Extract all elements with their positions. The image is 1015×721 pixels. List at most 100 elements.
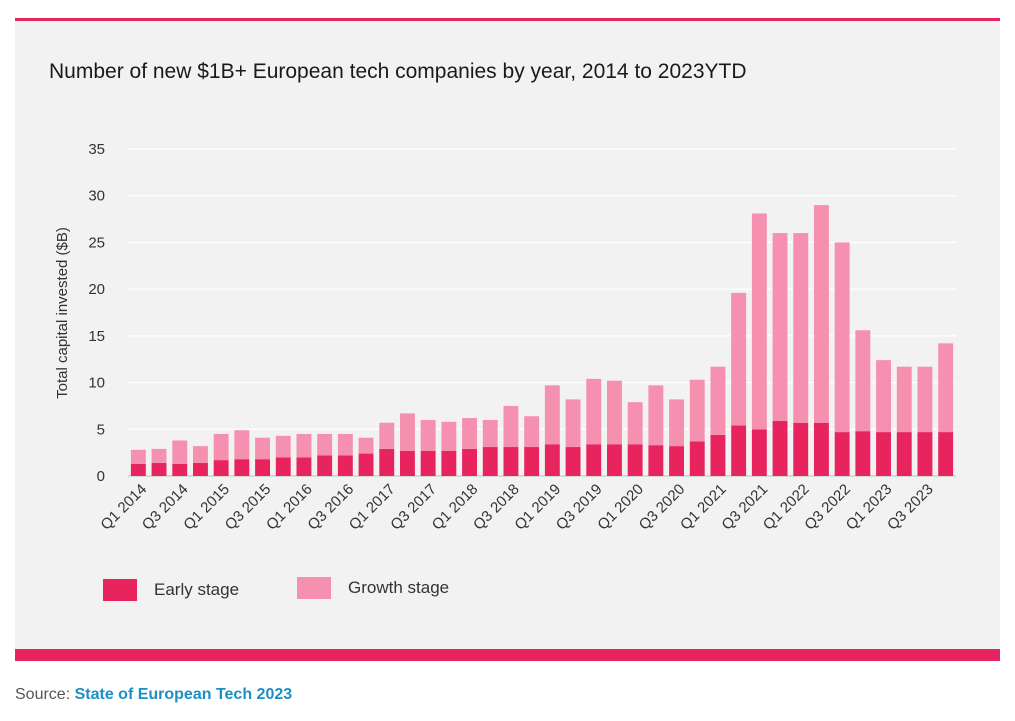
bar-growth-stage bbox=[731, 292, 747, 426]
bar-early-stage bbox=[358, 453, 374, 476]
bottom-accent-rule bbox=[15, 649, 1000, 661]
bar-growth-stage bbox=[130, 449, 146, 464]
bar-early-stage bbox=[275, 457, 291, 476]
bar-growth-stage bbox=[834, 242, 850, 433]
y-axis-ticks: 0 5 10 15 20 25 30 35 bbox=[88, 141, 105, 485]
bar-early-stage bbox=[586, 444, 602, 476]
bar-early-stage bbox=[462, 448, 478, 476]
y-tick-label: 35 bbox=[88, 141, 105, 158]
legend-label-early: Early stage bbox=[154, 580, 240, 599]
chart-title: Number of new $1B+ European tech compani… bbox=[49, 60, 747, 83]
bar-growth-stage bbox=[648, 385, 664, 446]
bar-early-stage bbox=[627, 444, 643, 476]
bar-growth-stage bbox=[462, 418, 478, 449]
bar-early-stage bbox=[441, 450, 457, 476]
bar-early-stage bbox=[192, 462, 208, 476]
bar-early-stage bbox=[938, 432, 954, 476]
bar-growth-stage bbox=[358, 437, 374, 454]
bar-early-stage bbox=[606, 444, 622, 476]
y-tick-label: 30 bbox=[88, 188, 105, 205]
bar-growth-stage bbox=[151, 448, 167, 463]
bar-growth-stage bbox=[772, 233, 788, 421]
gridlines bbox=[128, 148, 956, 477]
y-tick-label: 20 bbox=[88, 281, 105, 298]
bar-early-stage bbox=[255, 459, 271, 476]
bar-growth-stage bbox=[213, 433, 229, 461]
bar-growth-stage bbox=[917, 366, 933, 433]
bar-growth-stage bbox=[296, 433, 312, 458]
bar-early-stage bbox=[130, 463, 146, 476]
bar-early-stage bbox=[813, 422, 829, 476]
bar-growth-stage bbox=[503, 405, 519, 448]
bar-early-stage bbox=[648, 445, 664, 476]
x-tick-label: Q3 2023 bbox=[884, 481, 937, 534]
bar-early-stage bbox=[503, 447, 519, 476]
bar-early-stage bbox=[669, 446, 685, 476]
bar-early-stage bbox=[689, 441, 705, 476]
bars bbox=[130, 205, 954, 476]
bar-growth-stage bbox=[669, 399, 685, 447]
legend-swatch-early bbox=[103, 579, 137, 601]
bar-early-stage bbox=[213, 460, 229, 476]
bar-growth-stage bbox=[317, 433, 333, 456]
bar-growth-stage bbox=[275, 435, 291, 458]
bar-growth-stage bbox=[606, 380, 622, 445]
y-tick-label: 0 bbox=[97, 468, 105, 485]
bar-growth-stage bbox=[876, 360, 892, 433]
y-tick-label: 5 bbox=[97, 421, 105, 438]
bar-early-stage bbox=[482, 447, 498, 476]
bar-early-stage bbox=[544, 444, 560, 476]
bar-early-stage bbox=[420, 450, 436, 476]
bar-early-stage bbox=[772, 420, 788, 476]
bar-growth-stage bbox=[938, 343, 954, 433]
bar-early-stage bbox=[855, 431, 871, 476]
y-tick-label: 10 bbox=[88, 375, 105, 392]
bar-early-stage bbox=[710, 434, 726, 476]
bar-growth-stage bbox=[172, 440, 188, 464]
bar-growth-stage bbox=[813, 205, 829, 423]
bar-early-stage bbox=[151, 462, 167, 476]
bar-growth-stage bbox=[544, 385, 560, 445]
legend-item-growth: Growth stage bbox=[297, 573, 449, 603]
bar-growth-stage bbox=[482, 419, 498, 448]
bar-growth-stage bbox=[565, 399, 581, 448]
bar-early-stage bbox=[399, 450, 415, 476]
y-tick-label: 25 bbox=[88, 234, 105, 251]
bar-growth-stage bbox=[689, 379, 705, 442]
bar-growth-stage bbox=[586, 378, 602, 445]
source-line: Source: State of European Tech 2023 bbox=[15, 686, 292, 704]
bar-growth-stage bbox=[855, 330, 871, 432]
bar-early-stage bbox=[379, 448, 395, 476]
bar-early-stage bbox=[317, 455, 333, 476]
bar-growth-stage bbox=[420, 419, 436, 451]
bar-growth-stage bbox=[524, 416, 540, 448]
bar-growth-stage bbox=[441, 421, 457, 451]
bar-growth-stage bbox=[192, 446, 208, 463]
bar-early-stage bbox=[565, 447, 581, 476]
legend-item-early: Early stage bbox=[103, 575, 239, 605]
y-axis-title: Total capital invested ($B) bbox=[54, 227, 71, 399]
bar-growth-stage bbox=[379, 422, 395, 449]
top-accent-rule bbox=[15, 18, 1000, 21]
legend-swatch-growth bbox=[297, 577, 331, 599]
bar-growth-stage bbox=[710, 366, 726, 435]
bar-early-stage bbox=[751, 429, 767, 476]
bar-early-stage bbox=[876, 432, 892, 476]
bar-early-stage bbox=[234, 459, 250, 476]
bar-early-stage bbox=[834, 432, 850, 476]
source-link[interactable]: State of European Tech 2023 bbox=[74, 686, 293, 703]
bar-growth-stage bbox=[399, 413, 415, 451]
bar-growth-stage bbox=[751, 213, 767, 430]
bar-early-stage bbox=[296, 457, 312, 476]
bar-growth-stage bbox=[255, 437, 271, 460]
legend-label-growth: Growth stage bbox=[348, 578, 450, 597]
bar-early-stage bbox=[917, 432, 933, 476]
bar-growth-stage bbox=[793, 233, 809, 423]
bar-growth-stage bbox=[627, 402, 643, 445]
bar-early-stage bbox=[172, 463, 188, 476]
source-prefix: Source: bbox=[15, 686, 75, 703]
bar-early-stage bbox=[731, 425, 747, 476]
bar-early-stage bbox=[793, 422, 809, 476]
